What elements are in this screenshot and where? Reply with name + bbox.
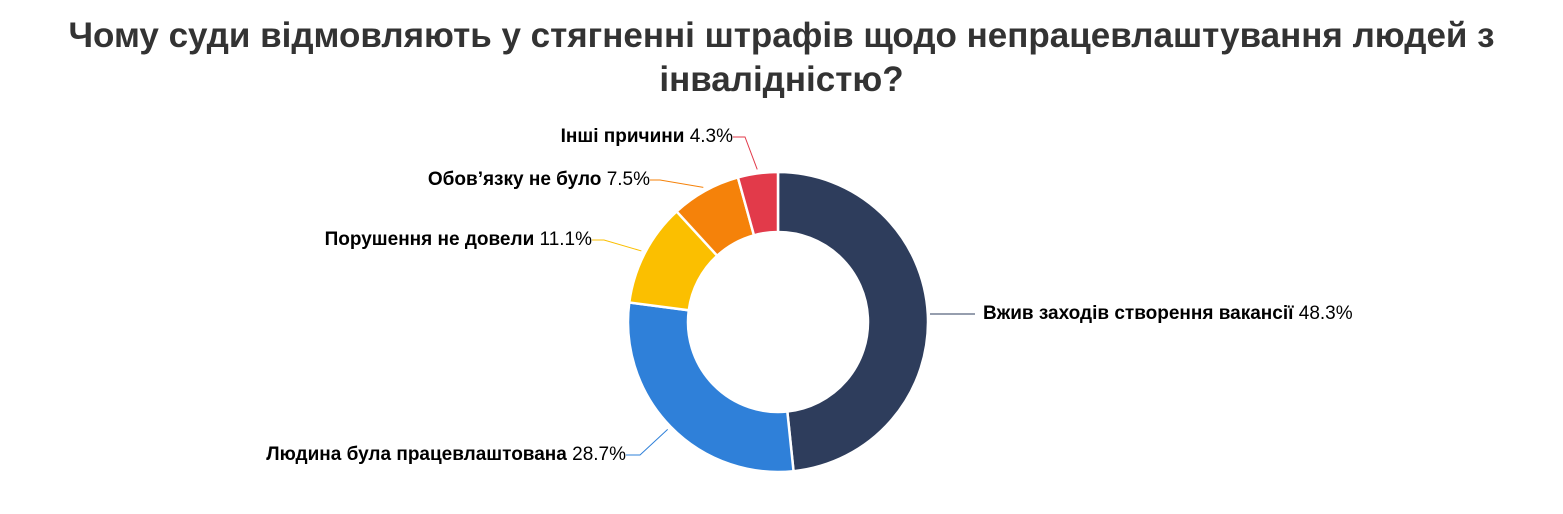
category-label: Обов’язку не було [428,169,602,190]
leader-line [592,239,642,252]
donut-slice [736,170,780,237]
category-label: Порушення не довели [325,229,535,250]
donut-slice [626,301,795,474]
slice-label: Людина була працевлаштована 28.7% [266,444,626,465]
value-label: 11.1% [540,229,593,250]
donut-slice [776,170,930,473]
category-label: Інші причини [561,126,685,147]
value-label: 4.3% [690,126,733,147]
slice-label: Порушення не довели 11.1% [325,229,592,250]
chart-title: Чому суди відмовляють у стягненні штрафі… [68,16,1495,99]
value-label: 48.3% [1299,303,1353,324]
leader-line [733,136,758,170]
slice-label: Інші причини 4.3% [561,126,733,147]
leader-line [650,179,704,188]
slice-label: Вжив заходів створення вакансії 48.3% [983,303,1353,324]
value-label: 7.5% [607,169,650,190]
category-label: Вжив заходів створення вакансії [983,303,1294,324]
category-label: Людина була працевлаштована [266,444,567,465]
leader-line [626,429,668,456]
slice-label: Обов’язку не було 7.5% [428,169,650,190]
value-label: 28.7% [572,444,626,465]
